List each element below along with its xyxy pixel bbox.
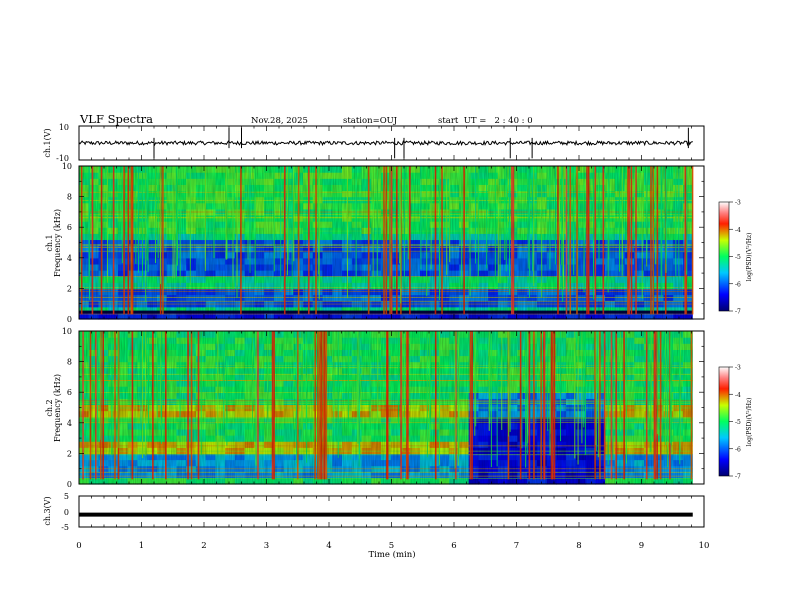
- station-label: station=OUJ: [343, 116, 398, 126]
- ch3-waveform-ticks: [78, 496, 705, 527]
- start-time-label: start UT = 2 : 40 : 0: [438, 116, 533, 126]
- ch1-colorbar-label: log(PSD)(V²/Hz): [746, 233, 753, 282]
- x-tick-label: 9: [639, 541, 644, 551]
- x-tick-label: 4: [326, 541, 331, 551]
- spectrogram-empty: [692, 331, 704, 484]
- y-tick-label: 0: [67, 315, 72, 324]
- y-tick-label: 4: [67, 254, 72, 263]
- colorbar-tick-label: -6: [735, 446, 741, 453]
- colorbar-tick-label: -5: [735, 254, 741, 261]
- x-tick-label: 0: [76, 541, 81, 551]
- ch2-colorbar: -3 -4 -5 -6 -7 log(PSD)(V²/Hz): [718, 365, 753, 481]
- y-tick-label: 6: [67, 223, 72, 232]
- ch2-spectrogram-image: [79, 331, 704, 485]
- ch1-spectrogram-ylabel-freq: Frequency (kHz): [53, 209, 62, 277]
- ch1-spectrogram-panel: 0 2 4 6 8 10 ch.1 Frequency (kHz): [45, 162, 705, 324]
- y-tick-label: 2: [67, 284, 72, 293]
- date-label: Nov.28, 2025: [251, 116, 308, 126]
- spectrogram-empty: [692, 166, 704, 319]
- x-tick-label: 10: [699, 541, 710, 551]
- y-tick-label: 4: [67, 419, 72, 428]
- colorbar-tick-label: -5: [735, 419, 741, 426]
- figure-title: VLF Spectra: [79, 112, 153, 126]
- x-axis-label: Time (min): [368, 549, 415, 560]
- ch2-spectrogram-yticklabels: 0 2 4 6 8 10: [62, 327, 72, 489]
- x-tick-label: 6: [451, 541, 456, 551]
- x-axis-ticklabels: 0 1 2 3 4 5 6 7 8 9 10: [76, 541, 709, 551]
- y-tick-label: 10: [62, 162, 72, 171]
- colorbar-tick-label: -6: [735, 281, 741, 288]
- ch1-ytick-bottom: -10: [56, 154, 69, 163]
- ch1-waveform-ticks: [78, 126, 705, 160]
- ch1-spikes: [153, 127, 689, 159]
- spectrogram-texture: [79, 166, 693, 319]
- ch1-spectrogram-image: [79, 166, 704, 320]
- y-tick-label: 2: [67, 449, 72, 458]
- ch1-colorbar: -3 -4 -5 -6 -7 log(PSD)(V²/Hz): [718, 200, 753, 316]
- y-tick-label: 6: [67, 388, 72, 397]
- x-tick-label: 1: [139, 541, 144, 551]
- spectrogram-texture: [79, 331, 693, 484]
- colorbar-tick-label: -4: [735, 392, 741, 399]
- ch3-ytick-top: 5: [64, 492, 69, 501]
- colorbar-tick-label: -7: [735, 309, 741, 316]
- ch1-waveform-line: [78, 139, 693, 147]
- x-tick-label: 2: [201, 541, 206, 551]
- y-tick-label: 8: [67, 358, 72, 367]
- ch2-colorbar-label: log(PSD)(V²/Hz): [746, 398, 753, 447]
- ch2-colorbar-scale: [718, 366, 730, 477]
- ch1-colorbar-scale: [718, 201, 730, 312]
- ch1-waveform-panel: 10 -10 ch.1(V): [43, 123, 705, 163]
- ch3-waveform-frame: [78, 495, 705, 528]
- x-tick-label: 8: [576, 541, 581, 551]
- y-tick-label: 8: [67, 193, 72, 202]
- colorbar-tick-label: -7: [735, 474, 741, 481]
- x-tick-label: 5: [389, 541, 394, 551]
- ch1-spectrogram-yticklabels: 0 2 4 6 8 10: [62, 162, 72, 324]
- ch3-waveform-panel: 5 0 -5 ch.3(V): [43, 492, 705, 532]
- ch3-ytick-mid: 0: [64, 508, 69, 517]
- x-tick-label: 3: [264, 541, 269, 551]
- colorbar-tick-label: -4: [735, 227, 741, 234]
- ch1-waveform-ylabel: ch.1(V): [43, 128, 52, 157]
- ch2-spectrogram-panel: 0 2 4 6 8 10 ch.2 Frequency (kHz): [45, 327, 705, 489]
- ch2-spectrogram-ylabel-freq: Frequency (kHz): [53, 374, 62, 442]
- x-tick-label: 7: [514, 541, 519, 551]
- y-tick-label: 10: [62, 327, 72, 336]
- colorbar-tick-label: -3: [735, 200, 741, 207]
- ch2-spectrogram-ylabel-ch: ch.2: [45, 399, 54, 416]
- ch1-spectrogram-ylabel-ch: ch.1: [45, 234, 54, 251]
- ch2-colorbar-ticks: -3 -4 -5 -6 -7: [729, 365, 741, 481]
- colorbar-tick-label: -3: [735, 365, 741, 372]
- ch3-ytick-bottom: -5: [61, 523, 69, 532]
- ch1-ytick-top: 10: [59, 123, 69, 132]
- ch3-waveform-ylabel: ch.3(V): [43, 496, 52, 525]
- ch1-colorbar-ticks: -3 -4 -5 -6 -7: [729, 200, 741, 316]
- ch1-spectrogram-ticks: [78, 165, 705, 320]
- ch2-spectrogram-ticks: [78, 330, 705, 485]
- y-tick-label: 0: [67, 480, 72, 489]
